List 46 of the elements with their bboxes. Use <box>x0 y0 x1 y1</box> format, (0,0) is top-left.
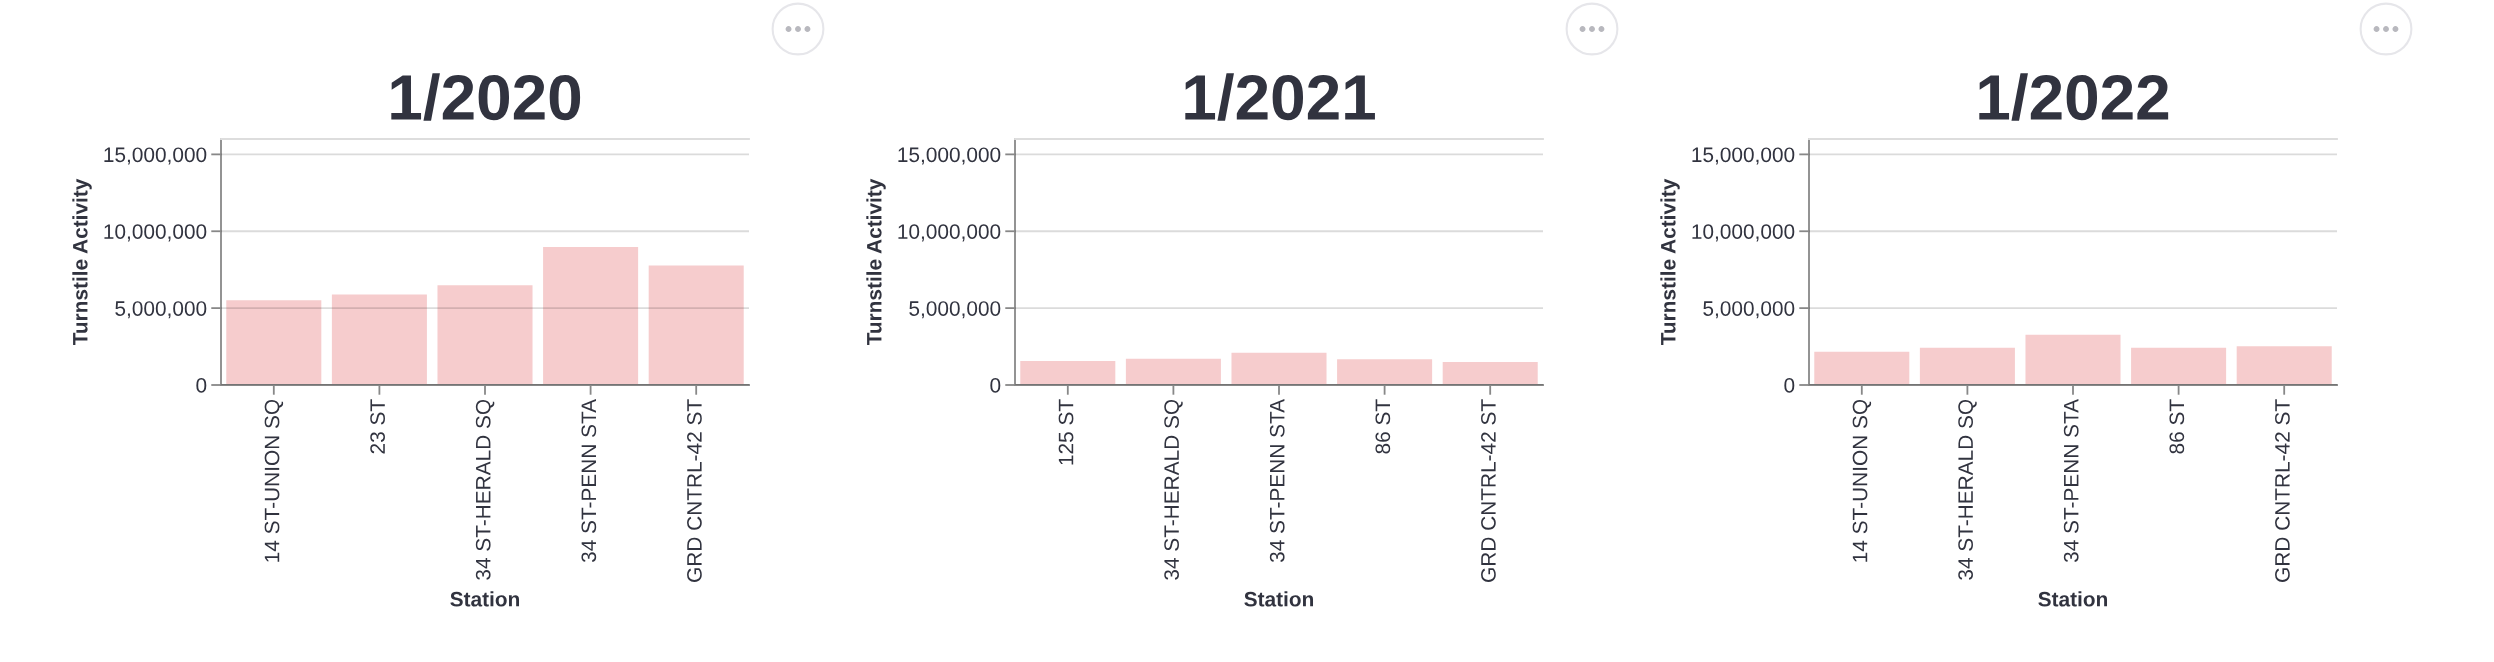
x-tick-label: 23 ST <box>370 399 385 454</box>
x-axis-title: Station <box>2038 591 2108 607</box>
bar <box>437 285 533 385</box>
y-tick-label: 15,000,000 <box>1692 147 1795 165</box>
bar <box>226 300 322 385</box>
y-tick-label: 0 <box>196 378 207 393</box>
y-tick-label: 0 <box>990 378 1001 393</box>
x-tick-label: 125 ST <box>1058 399 1074 465</box>
chart-title: 1/2022 <box>1979 73 2169 121</box>
x-tick-label: 34 ST-HERALD SQ <box>1958 399 1977 580</box>
bar <box>331 294 427 385</box>
x-tick-label: 14 ST-UNION SQ <box>264 399 284 562</box>
y-tick-label: 10,000,000 <box>898 224 1001 242</box>
chart-title: 1/2020 <box>391 73 581 121</box>
x-tick-label: GRD CNTRL-42 ST <box>1481 399 1496 582</box>
x-tick-label: GRD CNTRL-42 ST <box>687 399 702 582</box>
y-tick-label: 15,000,000 <box>898 147 1001 165</box>
x-axis-title: Station <box>450 591 520 607</box>
chart-title: 1/2021 <box>1185 73 1375 121</box>
bar <box>2236 346 2332 385</box>
bar <box>1919 347 2015 385</box>
x-tick-label: 86 ST <box>1375 399 1391 454</box>
y-axis-title: Turnstile Activity <box>72 178 92 346</box>
bar <box>2131 347 2227 385</box>
y-tick-label: 5,000,000 <box>909 301 1001 319</box>
x-tick-label: 34 ST-HERALD SQ <box>475 399 495 580</box>
y-tick-label: 5,000,000 <box>115 301 207 319</box>
y-tick-label: 15,000,000 <box>104 147 207 165</box>
x-tick-label: 34 ST-PENN STA <box>581 398 597 563</box>
bar <box>2025 334 2121 385</box>
y-tick-label: 10,000,000 <box>104 224 207 242</box>
y-axis-title: Turnstile Activity <box>866 178 886 346</box>
y-tick-label: 0 <box>1784 378 1795 393</box>
bar <box>543 247 639 385</box>
y-tick-label: 10,000,000 <box>1692 224 1795 242</box>
y-tick-label: 5,000,000 <box>1703 301 1795 319</box>
bar <box>1814 351 1910 385</box>
x-tick-label: 34 ST-PENN STA <box>1269 398 1285 563</box>
bar <box>648 265 744 385</box>
x-axis-title: Station <box>1244 591 1314 607</box>
x-tick-label: GRD CNTRL-42 ST <box>2275 399 2290 582</box>
x-tick-label: 86 ST <box>2169 399 2185 454</box>
x-tick-label: 14 ST-UNION SQ <box>1852 399 1872 562</box>
x-tick-label: 34 ST-HERALD SQ <box>1164 399 1183 580</box>
x-tick-label: 34 ST-PENN STA <box>2063 398 2079 563</box>
y-axis-title: Turnstile Activity <box>1660 178 1680 346</box>
